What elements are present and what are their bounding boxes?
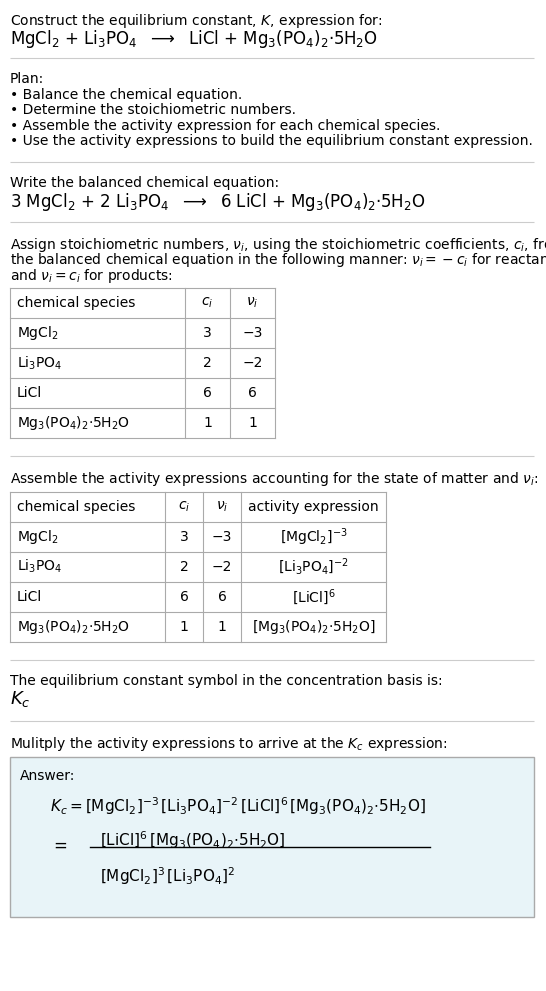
Text: $\nu_i$: $\nu_i$ — [216, 499, 228, 514]
Text: $c_i$: $c_i$ — [201, 296, 213, 310]
Text: Mg$_3$(PO$_4$)$_2$·5H$_2$O: Mg$_3$(PO$_4$)$_2$·5H$_2$O — [17, 414, 130, 432]
Text: Assign stoichiometric numbers, $\nu_i$, using the stoichiometric coefficients, $: Assign stoichiometric numbers, $\nu_i$, … — [10, 236, 546, 254]
Text: • Determine the stoichiometric numbers.: • Determine the stoichiometric numbers. — [10, 103, 296, 117]
Text: −3: −3 — [212, 530, 232, 544]
Text: 6: 6 — [203, 386, 212, 400]
Text: 1: 1 — [217, 619, 227, 633]
Text: 6: 6 — [248, 386, 257, 400]
Text: MgCl$_2$: MgCl$_2$ — [17, 527, 58, 546]
Text: 1: 1 — [203, 416, 212, 430]
Text: MgCl$_2$ + Li$_3$PO$_4$  $\longrightarrow$  LiCl + Mg$_3$(PO$_4$)$_2$·5H$_2$O: MgCl$_2$ + Li$_3$PO$_4$ $\longrightarrow… — [10, 28, 378, 50]
Text: 6: 6 — [217, 590, 227, 604]
Text: activity expression: activity expression — [248, 499, 379, 513]
Text: 2: 2 — [180, 560, 188, 574]
Text: −2: −2 — [242, 356, 263, 371]
Text: 2: 2 — [203, 356, 212, 371]
Text: 6: 6 — [180, 590, 188, 604]
Text: LiCl: LiCl — [17, 590, 42, 604]
Text: • Assemble the activity expression for each chemical species.: • Assemble the activity expression for e… — [10, 119, 441, 133]
Text: [LiCl]$^6$: [LiCl]$^6$ — [292, 587, 335, 606]
Text: $K_c$: $K_c$ — [10, 689, 31, 710]
Text: • Balance the chemical equation.: • Balance the chemical equation. — [10, 87, 242, 102]
Text: $[\mathrm{LiCl}]^6 \, [\mathrm{Mg}_3(\mathrm{PO}_4)_2{\cdot}5\mathrm{H}_2\mathrm: $[\mathrm{LiCl}]^6 \, [\mathrm{Mg}_3(\ma… — [100, 828, 286, 850]
Text: −2: −2 — [212, 560, 232, 574]
Text: 3 MgCl$_2$ + 2 Li$_3$PO$_4$  $\longrightarrow$  6 LiCl + Mg$_3$(PO$_4$)$_2$·5H$_: 3 MgCl$_2$ + 2 Li$_3$PO$_4$ $\longrighta… — [10, 191, 425, 213]
Text: Li$_3$PO$_4$: Li$_3$PO$_4$ — [17, 558, 62, 576]
Text: Construct the equilibrium constant, $K$, expression for:: Construct the equilibrium constant, $K$,… — [10, 12, 383, 30]
Bar — [10, 288, 275, 438]
Text: • Use the activity expressions to build the equilibrium constant expression.: • Use the activity expressions to build … — [10, 134, 533, 148]
Text: Assemble the activity expressions accounting for the state of matter and $\nu_i$: Assemble the activity expressions accoun… — [10, 470, 538, 489]
Text: chemical species: chemical species — [17, 296, 135, 310]
Text: [Mg$_3$(PO$_4$)$_2$·5H$_2$O]: [Mg$_3$(PO$_4$)$_2$·5H$_2$O] — [252, 617, 375, 635]
Text: $\nu_i$: $\nu_i$ — [246, 296, 259, 310]
Text: Li$_3$PO$_4$: Li$_3$PO$_4$ — [17, 355, 62, 372]
Text: $c_i$: $c_i$ — [178, 499, 190, 514]
Text: $[\mathrm{MgCl}_2]^3 \, [\mathrm{Li}_3\mathrm{PO}_4]^2$: $[\mathrm{MgCl}_2]^3 \, [\mathrm{Li}_3\m… — [100, 865, 235, 887]
Text: Plan:: Plan: — [10, 72, 44, 86]
Text: MgCl$_2$: MgCl$_2$ — [17, 324, 58, 342]
Text: Mulitply the activity expressions to arrive at the $K_c$ expression:: Mulitply the activity expressions to arr… — [10, 735, 447, 753]
Text: 3: 3 — [203, 326, 212, 340]
FancyBboxPatch shape — [10, 757, 534, 917]
Text: [MgCl$_2$]$^{-3}$: [MgCl$_2$]$^{-3}$ — [280, 526, 347, 547]
Text: [Li$_3$PO$_4$]$^{-2}$: [Li$_3$PO$_4$]$^{-2}$ — [278, 557, 349, 577]
Text: 1: 1 — [180, 619, 188, 633]
Text: Write the balanced chemical equation:: Write the balanced chemical equation: — [10, 175, 279, 189]
Text: 1: 1 — [248, 416, 257, 430]
Text: chemical species: chemical species — [17, 499, 135, 513]
Text: the balanced chemical equation in the following manner: $\nu_i = -c_i$ for react: the balanced chemical equation in the fo… — [10, 251, 546, 270]
Text: Mg$_3$(PO$_4$)$_2$·5H$_2$O: Mg$_3$(PO$_4$)$_2$·5H$_2$O — [17, 617, 130, 635]
Text: LiCl: LiCl — [17, 386, 42, 400]
Text: $=$: $=$ — [50, 835, 67, 854]
Text: and $\nu_i = c_i$ for products:: and $\nu_i = c_i$ for products: — [10, 267, 173, 284]
Text: 3: 3 — [180, 530, 188, 544]
Text: The equilibrium constant symbol in the concentration basis is:: The equilibrium constant symbol in the c… — [10, 674, 443, 688]
Text: −3: −3 — [242, 326, 263, 340]
Bar — [10, 492, 386, 642]
Text: $K_c = [\mathrm{MgCl}_2]^{-3} \, [\mathrm{Li}_3\mathrm{PO}_4]^{-2} \, [\mathrm{L: $K_c = [\mathrm{MgCl}_2]^{-3} \, [\mathr… — [50, 795, 426, 817]
Text: Answer:: Answer: — [20, 769, 75, 783]
